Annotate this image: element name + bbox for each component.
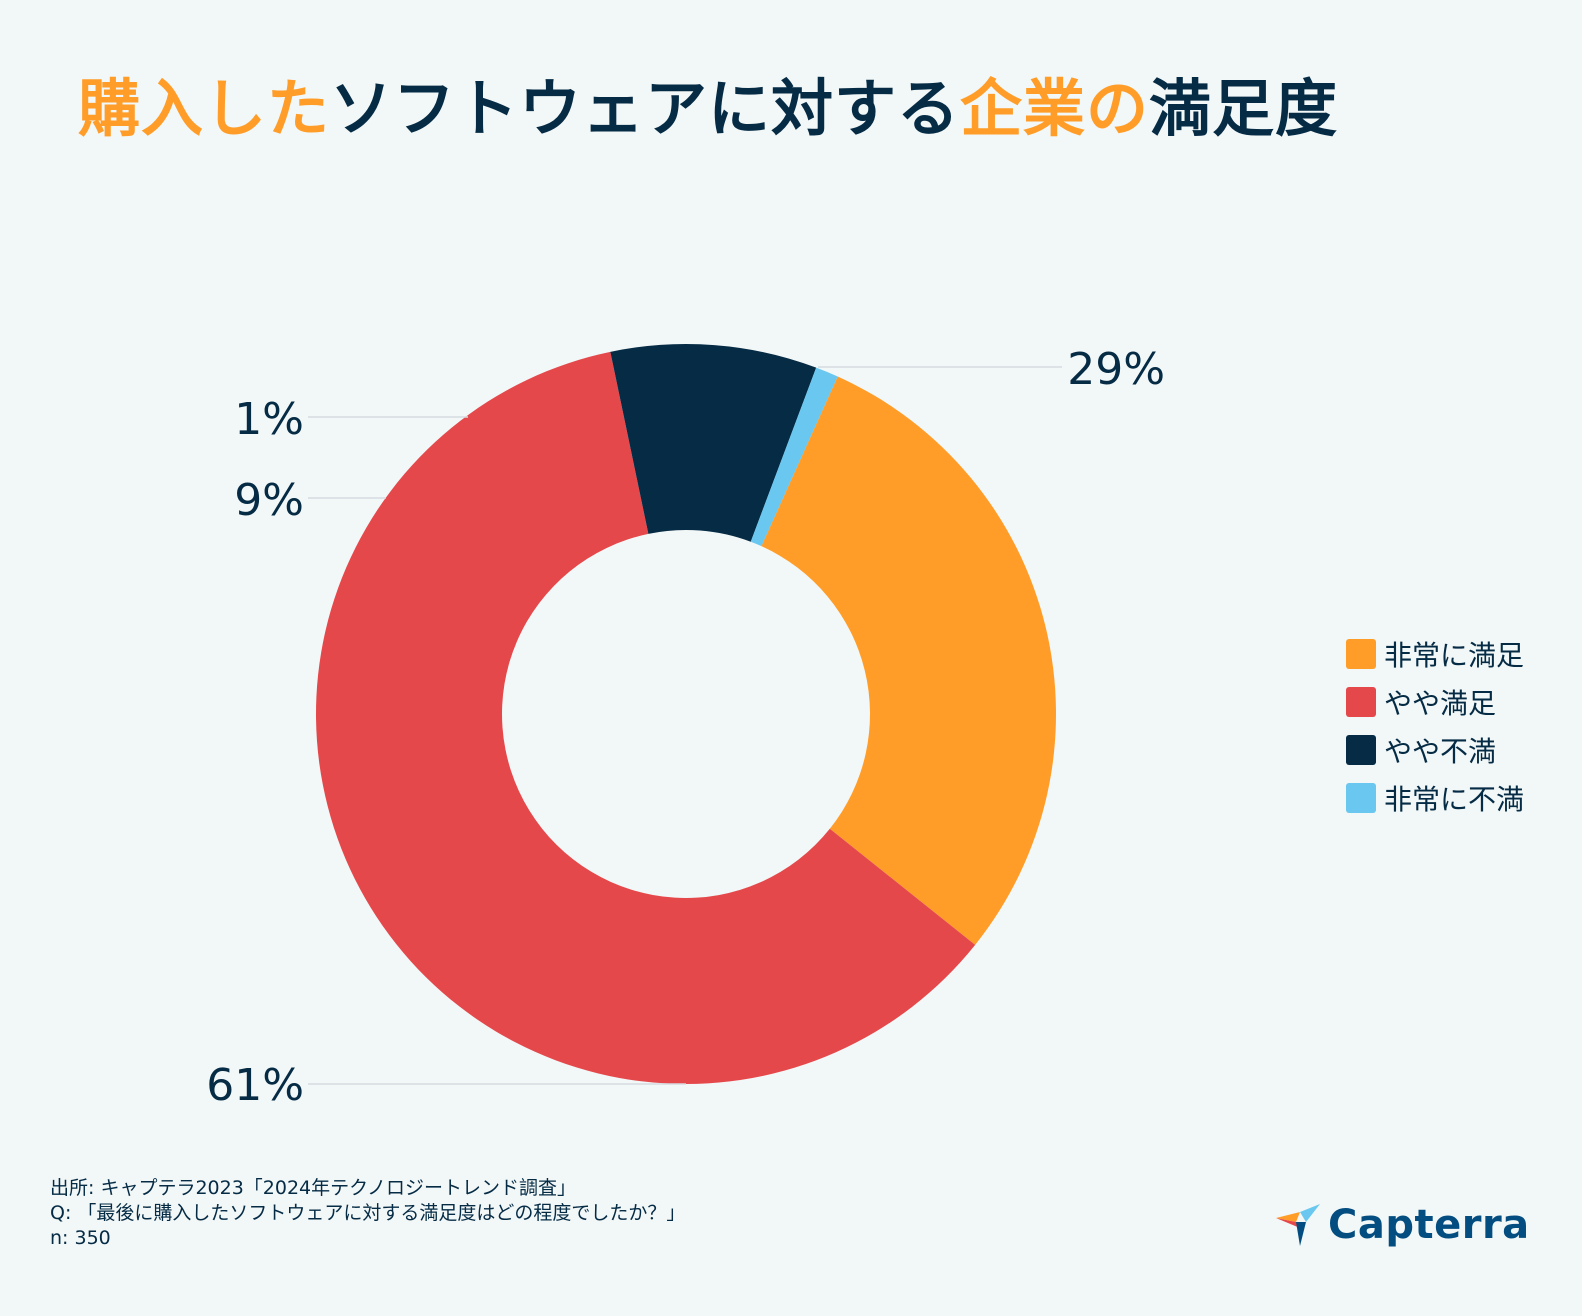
question-note: Q: 「最後に購入したソフトウェアに対する満足度はどの程度でしたか？」 — [50, 1202, 686, 1224]
legend-label: 非常に満足 — [1384, 639, 1525, 672]
chart-title: 購入したソフトウェアに対する企業の満足度 — [78, 58, 1338, 148]
title-part-2: ソフトウェアに対する — [330, 72, 961, 145]
capterra-arrow-icon — [1276, 1204, 1320, 1246]
legend-item-very-satisfied: 非常に満足 — [1346, 630, 1524, 678]
value-label-somewhat-satisfied: 61% — [206, 1060, 304, 1111]
label-leader-lines — [308, 366, 1062, 1085]
legend-item-somewhat-dissatisfied: やや不満 — [1346, 726, 1524, 774]
value-label-very-dissatisfied: 1% — [234, 394, 304, 445]
slice-somewhat-dissatisfied — [610, 344, 817, 542]
percentage-labels: 29% 61% 9% 1% — [206, 344, 1165, 1111]
sample-size-note: n: 350 — [50, 1227, 111, 1249]
capterra-logo: Capterra — [1276, 1200, 1530, 1250]
title-part-1: 購入した — [78, 72, 331, 145]
footer-notes: 出所: キャプテラ2023「2024年テクノロジートレンド調査」 Q: 「最後に… — [50, 1176, 685, 1251]
legend-label: やや不満 — [1384, 735, 1497, 768]
capterra-logo-text: Capterra — [1328, 1202, 1530, 1248]
legend-item-very-dissatisfied: 非常に不満 — [1346, 774, 1524, 822]
source-note: 出所: キャプテラ2023「2024年テクノロジートレンド調査」 — [50, 1177, 577, 1199]
value-label-somewhat-dissatisfied: 9% — [234, 475, 304, 526]
value-label-very-satisfied: 29% — [1067, 344, 1165, 395]
title-part-4: 満足度 — [1149, 72, 1339, 145]
legend: 非常に満足 やや満足 やや不満 非常に不満 — [1346, 630, 1524, 822]
donut-slices — [316, 344, 1056, 1084]
legend-swatch — [1346, 687, 1376, 717]
legend-label: やや満足 — [1384, 687, 1497, 720]
slice-very-dissatisfied — [750, 367, 838, 547]
slice-very-satisfied — [761, 376, 1056, 945]
title-part-3: 企業の — [960, 72, 1150, 145]
legend-item-somewhat-satisfied: やや満足 — [1346, 678, 1524, 726]
legend-swatch — [1346, 735, 1376, 765]
legend-swatch — [1346, 639, 1376, 669]
slice-somewhat-satisfied — [316, 351, 976, 1084]
legend-label: 非常に不満 — [1384, 783, 1525, 816]
legend-swatch — [1346, 783, 1376, 813]
